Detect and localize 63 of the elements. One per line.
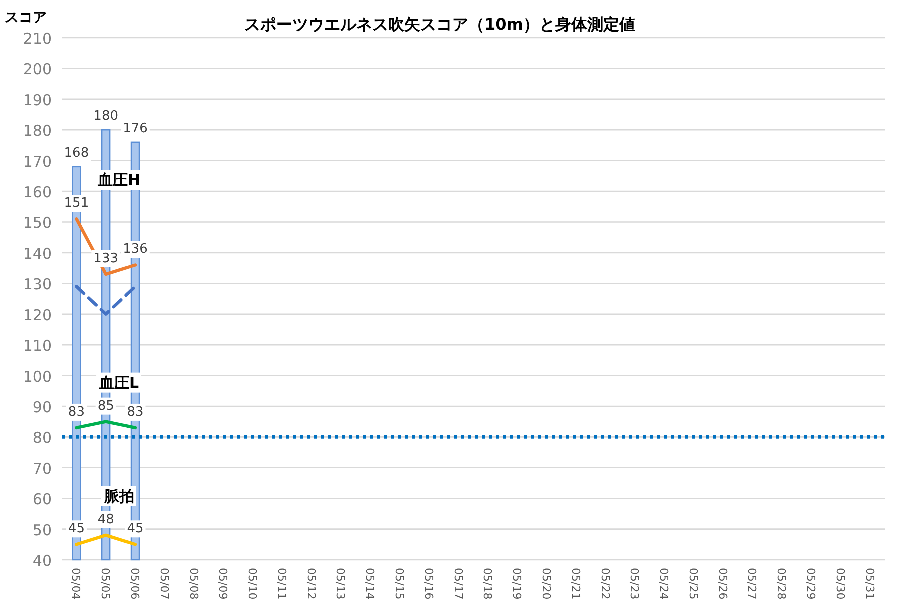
x-tick-label: 05/15 xyxy=(393,568,406,600)
x-tick-label: 05/07 xyxy=(158,568,171,600)
x-tick-label: 05/27 xyxy=(746,568,759,600)
y-tick-label: 40 xyxy=(32,552,52,570)
y-tick-label: 100 xyxy=(23,368,52,386)
x-tick-label: 05/05 xyxy=(99,568,112,600)
y-tick-label: 150 xyxy=(23,214,52,232)
data-label: 48 xyxy=(98,512,114,528)
x-tick-label: 05/16 xyxy=(422,568,436,600)
y-tick-label: 120 xyxy=(23,306,52,324)
x-tick-label: 05/10 xyxy=(246,568,260,600)
y-tick-label: 190 xyxy=(23,91,52,110)
x-tick-label: 05/17 xyxy=(452,568,465,600)
x-tick-label: 05/14 xyxy=(364,568,377,600)
data-label: 176 xyxy=(123,121,148,136)
x-tick-label: 05/22 xyxy=(598,568,612,600)
text: 脈拍 xyxy=(103,487,134,506)
x-tick-label: 05/26 xyxy=(716,568,730,600)
data-label: 85 xyxy=(98,398,114,414)
y-axis-title: スコア xyxy=(5,10,47,26)
y-tick-label: 70 xyxy=(32,460,52,478)
x-tick-label: 05/30 xyxy=(834,568,847,600)
data-label: 136 xyxy=(123,242,148,258)
x-tick-label: 05/24 xyxy=(658,568,671,600)
x-tick-label: 05/04 xyxy=(70,568,83,600)
x-tick-label: 05/08 xyxy=(187,568,200,600)
x-tick-label: 05/19 xyxy=(510,568,524,600)
y-tick-label: 50 xyxy=(32,521,52,540)
x-tick-label: 05/20 xyxy=(540,568,553,600)
data-label: 45 xyxy=(127,522,144,537)
y-tick-label: 60 xyxy=(32,490,52,509)
x-tick-label: 05/06 xyxy=(128,568,142,600)
x-tick-label: 05/25 xyxy=(686,568,700,600)
y-tick-label: 130 xyxy=(23,276,52,294)
y-tick-label: 170 xyxy=(23,152,52,171)
y-tick-label: 160 xyxy=(23,184,52,202)
data-label: 180 xyxy=(94,109,119,124)
y-tick-label: 180 xyxy=(23,122,52,140)
data-label: 83 xyxy=(68,404,85,420)
x-tick-label: 05/28 xyxy=(775,568,788,600)
x-tick-label: 05/11 xyxy=(275,568,288,600)
x-tick-label: 05/13 xyxy=(334,568,348,600)
x-tick-label: 05/29 xyxy=(804,568,818,600)
x-tick-label: 05/12 xyxy=(304,568,318,600)
y-tick-label: 140 xyxy=(23,244,52,263)
x-tick-label: 05/31 xyxy=(863,568,876,600)
y-tick-label: 200 xyxy=(23,60,52,79)
y-tick-label: 210 xyxy=(23,30,52,48)
x-tick-label: 05/23 xyxy=(628,568,642,600)
data-label: 133 xyxy=(94,251,119,266)
text: 血圧H xyxy=(97,171,141,190)
y-tick-label: 80 xyxy=(32,429,52,448)
chart-title: スポーツウエルネス吹矢スコア（10m）と身体測定値 xyxy=(244,15,636,34)
x-tick-label: 05/21 xyxy=(569,568,582,600)
y-tick-label: 110 xyxy=(23,337,52,356)
data-label: 151 xyxy=(64,196,90,212)
y-tick-label: 90 xyxy=(32,398,52,416)
data-label: 83 xyxy=(127,404,144,420)
data-label: 45 xyxy=(68,522,85,537)
x-tick-label: 05/09 xyxy=(216,568,230,600)
text: 血圧L xyxy=(98,374,140,392)
data-label: 168 xyxy=(64,146,90,161)
x-tick-label: 05/18 xyxy=(481,568,494,600)
